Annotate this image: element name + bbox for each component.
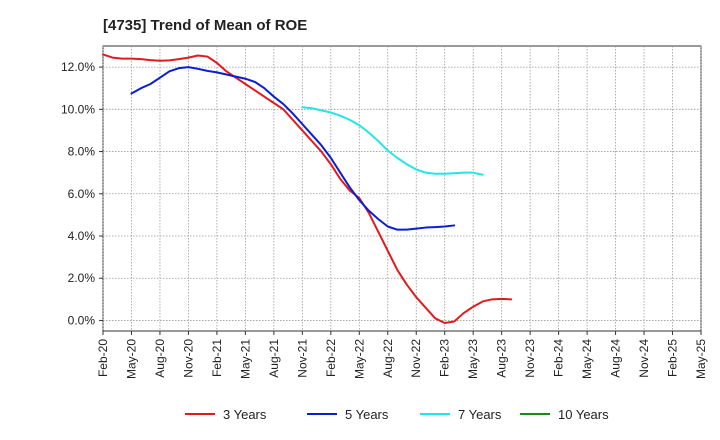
x-tick-label: Nov-20 xyxy=(181,339,195,378)
chart-title: [4735] Trend of Mean of ROE xyxy=(103,17,307,34)
x-tick-label: May-22 xyxy=(352,339,366,379)
x-tick-label: Feb-23 xyxy=(438,339,452,377)
legend-label-7-years: 7 Years xyxy=(458,407,502,422)
plot-area xyxy=(102,45,702,332)
x-tick-label: Feb-24 xyxy=(552,339,566,377)
x-tick-label: Aug-23 xyxy=(495,339,509,378)
x-tick-label: Feb-20 xyxy=(96,339,110,377)
series-line-7-years xyxy=(301,106,484,176)
y-axis: 0.0% 2.0% 4.0% 6.0% 8.0% 10.0% 12.0% xyxy=(61,60,103,327)
series-line-3-years xyxy=(102,53,513,324)
y-tick-label: 10.0% xyxy=(61,102,95,116)
plot-frame xyxy=(102,45,702,332)
y-tick-label: 6.0% xyxy=(68,187,96,201)
y-tick-label: 2.0% xyxy=(68,271,96,285)
x-tick-label: Nov-21 xyxy=(295,339,309,378)
x-tick-label: Aug-24 xyxy=(609,339,623,378)
x-tick-label: Aug-21 xyxy=(267,339,281,378)
x-tick-label: Feb-25 xyxy=(666,339,680,377)
x-tick-label: May-25 xyxy=(694,339,708,379)
y-tick-label: 0.0% xyxy=(68,313,96,327)
x-tick-label: Feb-21 xyxy=(210,339,224,377)
x-tick-label: Nov-22 xyxy=(409,339,423,378)
legend-label-5-years: 5 Years xyxy=(345,407,389,422)
y-tick-label: 4.0% xyxy=(68,229,96,243)
x-tick-label: May-21 xyxy=(238,339,252,379)
legend: 3 Years 5 Years 7 Years 10 Years xyxy=(185,407,609,422)
x-tick-label: Aug-20 xyxy=(153,339,167,378)
x-axis: Feb-20 May-20 Aug-20 Nov-20 Feb-21 May-21 Aug-… xyxy=(96,331,708,379)
x-tick-label: Nov-24 xyxy=(637,339,651,378)
series-layer xyxy=(102,53,513,324)
y-tick-label: 12.0% xyxy=(61,60,95,74)
series-line-5-years xyxy=(130,66,456,231)
legend-label-3-years: 3 Years xyxy=(223,407,267,422)
x-tick-label: Feb-22 xyxy=(324,339,338,377)
x-tick-label: May-20 xyxy=(124,339,138,379)
x-tick-label: May-24 xyxy=(580,339,594,379)
grid-lines xyxy=(102,46,702,331)
x-tick-label: Nov-23 xyxy=(523,339,537,378)
legend-label-10-years: 10 Years xyxy=(558,407,609,422)
y-tick-label: 8.0% xyxy=(68,145,96,159)
x-tick-label: May-23 xyxy=(466,339,480,379)
x-tick-label: Aug-22 xyxy=(381,339,395,378)
